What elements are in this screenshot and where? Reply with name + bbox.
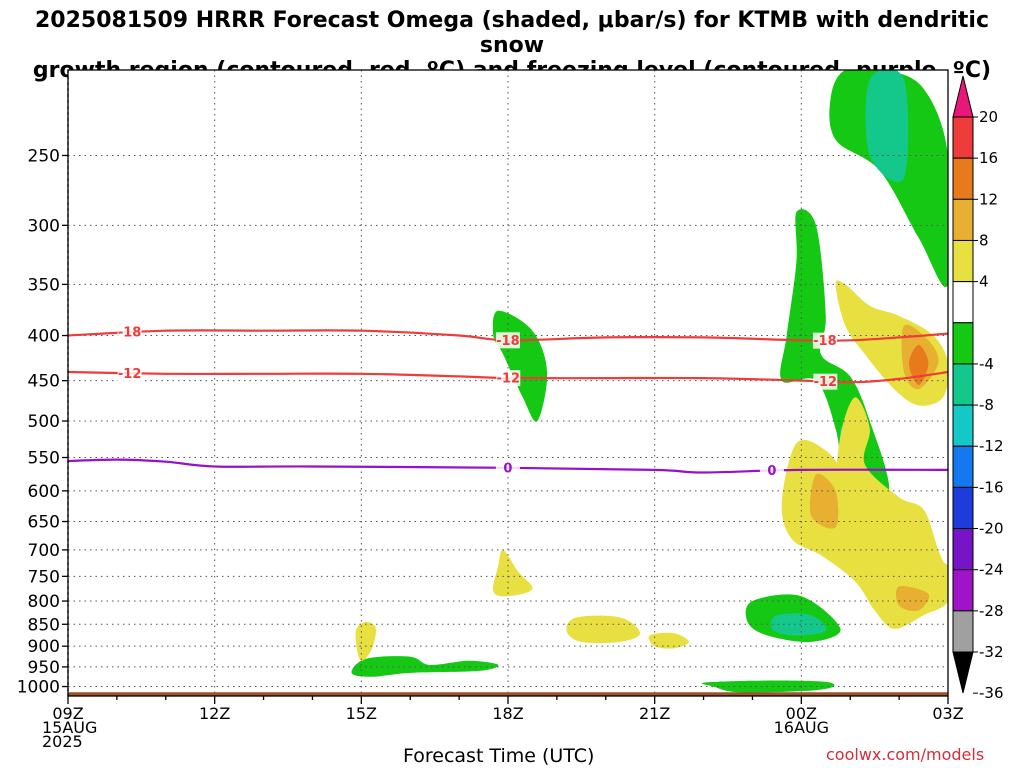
- y-tick-label: 850: [28, 615, 60, 635]
- omega-region-14: [809, 473, 839, 529]
- colorbar-label: -12: [979, 437, 1004, 455]
- contour-label: -12: [497, 372, 521, 387]
- x-tick-label: 12Z: [199, 704, 230, 723]
- x-tick-label: 09Z: [52, 704, 83, 723]
- y-tick-label: 250: [28, 146, 60, 166]
- x-tick-label: 18Z: [492, 704, 523, 723]
- colorbar-segment: [952, 239, 974, 283]
- contour-label-bg: [759, 462, 784, 479]
- colorbar-segment: [952, 281, 974, 324]
- y-tick-label: 900: [28, 637, 60, 657]
- contour-label-bg: [495, 332, 520, 349]
- omega-region-18: [648, 632, 689, 649]
- terrain-band: [68, 692, 948, 696]
- contour-line--18: [68, 329, 948, 342]
- colorbar-triangle-top: [952, 75, 974, 118]
- colorbar-segment: [952, 116, 974, 159]
- colorbar-label: -28: [979, 602, 1004, 620]
- y-tick-label: 750: [28, 567, 60, 587]
- x-tick-label: 21Z: [639, 704, 670, 723]
- y-tick-label: 400: [28, 327, 60, 347]
- contour-label-bg: [812, 332, 837, 349]
- y-tick-label: 600: [28, 482, 60, 502]
- colorbar-segment: [952, 528, 974, 571]
- contour-label-bg: [813, 373, 838, 390]
- colorbar-label: 8: [979, 231, 989, 249]
- contour-label: -18: [496, 334, 520, 349]
- credit-link[interactable]: coolwx.com/models: [826, 745, 985, 764]
- terrain-layer: [68, 692, 948, 696]
- colorbar-label: -4: [979, 355, 994, 373]
- colorbar-label: 12: [979, 190, 998, 208]
- contour-label-bg: [117, 365, 142, 382]
- omega-region-19: [355, 622, 377, 661]
- x-axis-title: Forecast Time (UTC): [403, 745, 595, 767]
- omega-region-17: [566, 615, 640, 644]
- contour-label: -18: [813, 334, 837, 349]
- y-tick-label: 550: [28, 449, 60, 469]
- contour-line--12: [68, 370, 948, 384]
- y-tick-label: 500: [28, 412, 60, 432]
- contour-label: -18: [118, 326, 142, 341]
- contour-label: 0: [503, 461, 512, 476]
- colorbar: 20 16 12 8 4 -4 -8 -12 -16 -20 -24 -28 -32 -36: [952, 75, 1004, 702]
- colorbar-label: -24: [979, 561, 1004, 579]
- shaded-regions: [351, 70, 948, 693]
- contour-label-bg: [117, 324, 142, 341]
- x-tick-label: 16AUG: [774, 718, 829, 737]
- colorbar-segment: [952, 610, 974, 653]
- x-tick-label: 15AUG: [42, 718, 97, 737]
- contour-label: -12: [118, 367, 142, 382]
- colorbar-label: -32: [979, 643, 1004, 661]
- y-tick-label: 950: [28, 658, 60, 678]
- y-tick-label: 700: [28, 541, 60, 561]
- colorbar-segment: [952, 404, 974, 447]
- x-tick-label: 15Z: [346, 704, 377, 723]
- colorbar-label: 16: [979, 149, 998, 167]
- x-tick-label: 03Z: [932, 704, 963, 723]
- colorbar-label: -8: [979, 396, 994, 414]
- colorbar-triangle-bottom: [952, 651, 974, 694]
- colorbar-label: 20: [979, 108, 998, 126]
- y-tick-label: 650: [28, 513, 60, 533]
- colorbar-label: -16: [979, 478, 1004, 496]
- y-tick-label: 1000: [17, 678, 60, 698]
- contour-label-bg: [496, 370, 521, 387]
- colorbar-segment: [952, 445, 974, 488]
- colorbar-label: -36: [979, 684, 1004, 702]
- omega-region-8: [351, 656, 499, 677]
- omega-region-7: [770, 613, 827, 636]
- y-tick-label: 300: [28, 216, 60, 236]
- y-axis: 2503003504004505005506006507007508008509…: [17, 146, 68, 698]
- colorbar-segment: [952, 486, 974, 530]
- colorbar-label: 4: [979, 273, 989, 291]
- omega-region-15: [896, 585, 930, 612]
- colorbar-segment: [952, 198, 974, 241]
- contour-label: -12: [814, 375, 838, 390]
- colorbar-segment: [952, 569, 974, 612]
- y-tick-label: 450: [28, 372, 60, 392]
- omega-region-16: [492, 549, 533, 597]
- y-tick-label: 350: [28, 275, 60, 295]
- contour-label: 0: [767, 464, 776, 479]
- colorbar-segment: [952, 157, 974, 200]
- colorbar-segment: [952, 363, 974, 406]
- omega-region-2: [865, 70, 909, 182]
- contour-lines: -18 -18 -18 -12 -12 -12 0 0: [68, 324, 948, 479]
- contour-label-bg: [495, 459, 520, 476]
- x-tick-label: 2025: [42, 732, 83, 751]
- x-tick-label: 00Z: [786, 704, 817, 723]
- colorbar-label: -20: [979, 520, 1004, 538]
- colorbar-segment: [952, 322, 974, 365]
- y-tick-label: 800: [28, 592, 60, 612]
